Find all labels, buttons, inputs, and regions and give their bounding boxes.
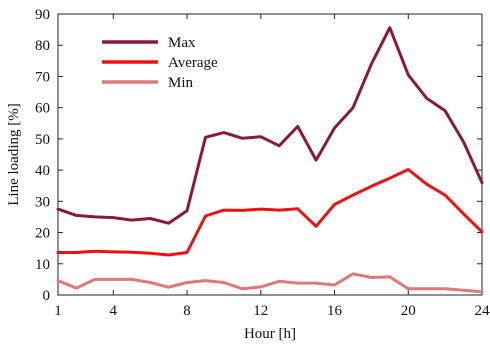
plot-frame bbox=[57, 13, 483, 296]
x-tick-label: 24 bbox=[475, 303, 490, 319]
series-line-max bbox=[56, 26, 484, 225]
y-tick-label: 40 bbox=[35, 163, 50, 179]
y-tick-label: 70 bbox=[35, 69, 50, 85]
x-axis-title: Hour [h] bbox=[244, 326, 296, 342]
x-tick-label: 4 bbox=[110, 303, 118, 319]
y-tick-label: 20 bbox=[35, 226, 50, 242]
x-tick-label: 16 bbox=[327, 303, 343, 319]
y-tick-label: 0 bbox=[43, 288, 51, 304]
y-tick-label: 90 bbox=[35, 7, 50, 23]
legend-label-average: Average bbox=[168, 55, 218, 71]
y-tick-label: 60 bbox=[35, 101, 50, 117]
y-axis-title: Line loading [%] bbox=[6, 103, 22, 205]
x-tick-label: 1 bbox=[54, 303, 62, 319]
y-tick-label: 30 bbox=[35, 194, 50, 210]
y-tick-label: 80 bbox=[35, 38, 50, 54]
x-tick-label: 20 bbox=[401, 303, 416, 319]
legend-label-min: Min bbox=[168, 75, 194, 91]
legend-label-max: Max bbox=[168, 35, 196, 51]
legend: Max Average Min bbox=[102, 35, 218, 91]
axes: 1 4 8 12 16 20 24 0 10 20 30 40 50 60 70 80 90 bbox=[35, 7, 490, 319]
series-line-min bbox=[56, 272, 484, 294]
y-tick-label: 50 bbox=[35, 132, 50, 148]
series-line-average bbox=[56, 168, 484, 257]
plot-series bbox=[56, 26, 484, 294]
y-tick-label: 10 bbox=[35, 257, 50, 273]
x-tick-label: 8 bbox=[183, 303, 191, 319]
x-tick-label: 12 bbox=[253, 303, 268, 319]
